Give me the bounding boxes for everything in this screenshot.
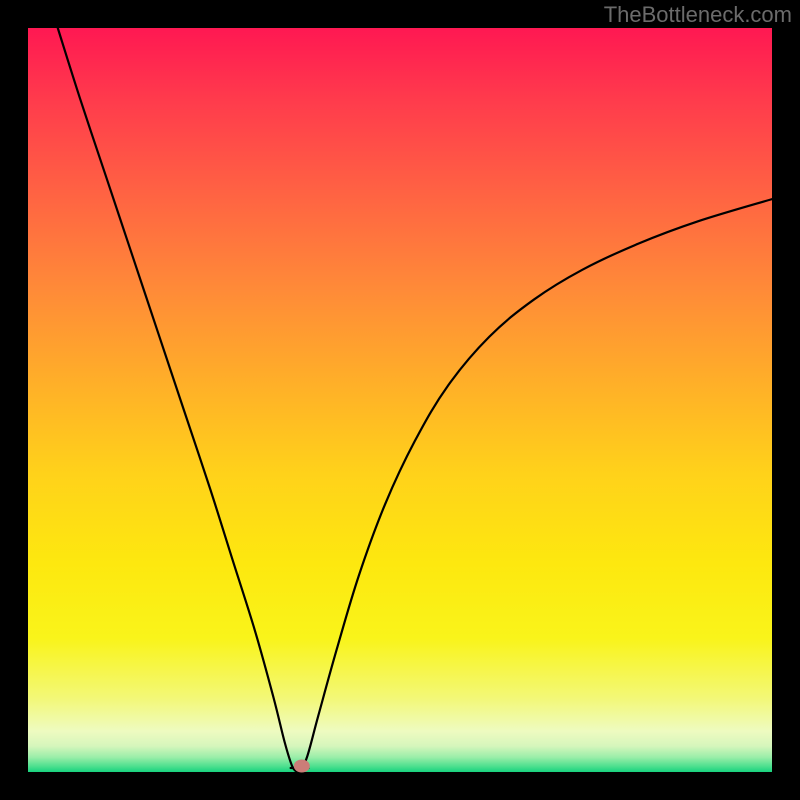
chart-frame: TheBottleneck.com bbox=[0, 0, 800, 800]
bottleneck-marker bbox=[294, 760, 310, 773]
bottleneck-chart: TheBottleneck.com bbox=[0, 0, 800, 800]
plot-background-gradient bbox=[28, 28, 772, 772]
watermark-text: TheBottleneck.com bbox=[604, 2, 792, 27]
